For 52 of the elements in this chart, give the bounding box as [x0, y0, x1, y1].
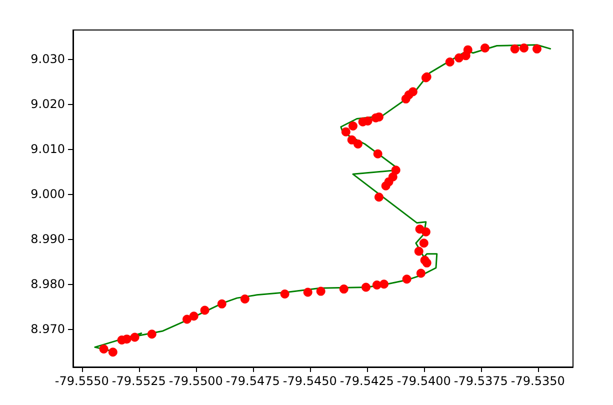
- point: [303, 288, 312, 297]
- x-tick-label: -79.5525: [112, 374, 166, 388]
- point: [416, 268, 426, 278]
- y-tick-label: 9.010: [30, 142, 65, 156]
- point: [419, 238, 428, 248]
- point: [200, 306, 210, 315]
- point: [414, 246, 424, 256]
- point: [373, 149, 382, 158]
- x-tick-label: -79.5475: [226, 374, 280, 388]
- x-tick-label: -79.5425: [340, 374, 394, 388]
- point: [519, 44, 528, 53]
- point: [348, 121, 358, 130]
- point: [463, 45, 472, 54]
- point: [99, 344, 108, 354]
- point: [280, 290, 290, 299]
- point: [339, 284, 348, 294]
- point: [420, 256, 430, 265]
- point: [408, 87, 418, 96]
- point: [316, 286, 326, 296]
- x-tick-label: -79.5550: [54, 374, 109, 388]
- point: [380, 280, 388, 289]
- point: [354, 139, 362, 148]
- point: [391, 166, 400, 175]
- x-tick-label: -79.5375: [454, 374, 508, 388]
- point: [480, 44, 490, 53]
- point: [182, 314, 192, 324]
- point: [532, 44, 542, 54]
- point: [341, 127, 350, 136]
- point: [347, 135, 356, 144]
- y-tick-label: 8.970: [30, 322, 65, 336]
- point: [240, 294, 250, 304]
- point: [388, 172, 398, 182]
- point: [445, 57, 454, 66]
- y-tick-label: 9.030: [30, 52, 65, 66]
- point: [130, 332, 140, 342]
- point: [374, 192, 384, 202]
- y-tick-label: 9.000: [30, 186, 65, 201]
- point: [217, 299, 226, 308]
- point: [361, 282, 370, 292]
- x-tick-label: -79.5350: [510, 374, 565, 388]
- y-tick-label: 8.980: [30, 277, 65, 292]
- x-tick-label: -79.5500: [168, 374, 223, 388]
- y-tick-label: 9.020: [30, 96, 65, 111]
- x-tick-label: -79.5450: [282, 374, 337, 388]
- point: [108, 348, 118, 357]
- y-tick-label: 8.990: [30, 232, 65, 246]
- point: [189, 312, 198, 321]
- x-tick-label: -79.5400: [396, 374, 451, 388]
- point: [402, 274, 412, 284]
- point: [415, 224, 424, 234]
- point: [147, 330, 156, 339]
- point: [510, 44, 520, 54]
